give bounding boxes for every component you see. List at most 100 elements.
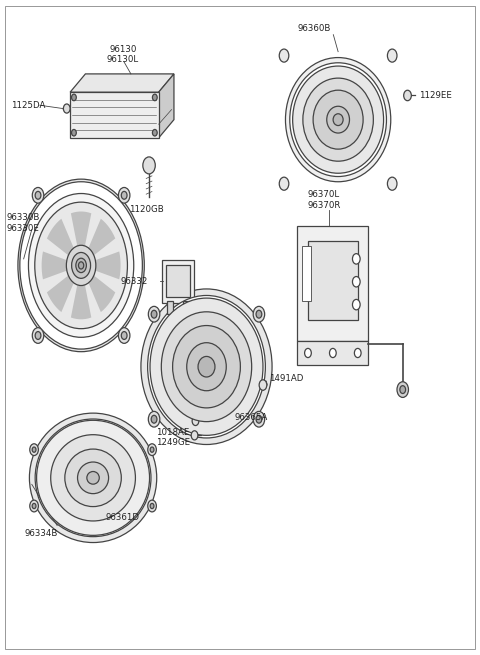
Ellipse shape xyxy=(325,141,350,152)
Circle shape xyxy=(397,382,408,398)
Ellipse shape xyxy=(141,289,272,445)
Text: 96365A: 96365A xyxy=(234,413,267,422)
Circle shape xyxy=(151,310,157,318)
Text: 96360B: 96360B xyxy=(298,24,331,33)
Text: 1129EE: 1129EE xyxy=(420,91,452,100)
Circle shape xyxy=(153,94,157,101)
Circle shape xyxy=(119,187,130,203)
Text: 96334B: 96334B xyxy=(24,529,58,538)
Polygon shape xyxy=(42,252,68,280)
Polygon shape xyxy=(70,74,174,92)
Ellipse shape xyxy=(198,356,215,377)
Circle shape xyxy=(72,130,76,136)
Text: 1120GB: 1120GB xyxy=(129,206,164,214)
Circle shape xyxy=(32,447,36,452)
Circle shape xyxy=(192,417,199,426)
Text: 1125DA: 1125DA xyxy=(11,101,46,110)
Polygon shape xyxy=(94,252,120,280)
Bar xyxy=(302,246,311,301)
Text: 1491AD: 1491AD xyxy=(269,374,303,383)
Polygon shape xyxy=(158,74,174,138)
Text: 96330B
96330E: 96330B 96330E xyxy=(6,214,40,233)
Circle shape xyxy=(404,90,411,101)
Ellipse shape xyxy=(29,413,157,542)
Text: 96130
96130L: 96130 96130L xyxy=(107,45,139,64)
Circle shape xyxy=(148,307,160,322)
Circle shape xyxy=(256,310,262,318)
Ellipse shape xyxy=(313,90,363,149)
Circle shape xyxy=(66,245,96,286)
Circle shape xyxy=(150,447,154,452)
Polygon shape xyxy=(88,219,115,256)
Text: 96332: 96332 xyxy=(120,277,148,286)
Circle shape xyxy=(143,157,156,174)
Circle shape xyxy=(28,193,134,337)
Ellipse shape xyxy=(327,106,349,133)
Circle shape xyxy=(191,431,198,440)
Circle shape xyxy=(259,380,267,390)
Circle shape xyxy=(148,444,156,455)
Ellipse shape xyxy=(78,462,108,494)
Circle shape xyxy=(18,179,144,352)
Bar xyxy=(298,226,368,341)
Circle shape xyxy=(329,348,336,358)
Text: 96370L
96370R: 96370L 96370R xyxy=(307,191,340,210)
Ellipse shape xyxy=(333,114,343,126)
Ellipse shape xyxy=(173,326,240,408)
Bar xyxy=(70,92,158,138)
Circle shape xyxy=(121,331,127,339)
Ellipse shape xyxy=(65,449,121,506)
Ellipse shape xyxy=(150,298,263,436)
Bar xyxy=(166,265,190,297)
Circle shape xyxy=(32,187,44,203)
Circle shape xyxy=(32,328,44,343)
Circle shape xyxy=(387,49,397,62)
Polygon shape xyxy=(47,219,74,256)
Bar xyxy=(308,241,358,320)
Ellipse shape xyxy=(35,419,151,536)
Bar xyxy=(298,341,368,365)
Circle shape xyxy=(150,504,154,509)
Circle shape xyxy=(305,348,312,358)
Polygon shape xyxy=(71,212,91,248)
Circle shape xyxy=(121,191,127,199)
Circle shape xyxy=(148,500,156,512)
Text: 96361D: 96361D xyxy=(105,513,139,521)
Circle shape xyxy=(253,307,264,322)
Circle shape xyxy=(32,504,36,509)
Circle shape xyxy=(253,411,264,427)
Ellipse shape xyxy=(286,58,391,181)
Circle shape xyxy=(35,202,127,329)
Circle shape xyxy=(35,191,41,199)
Circle shape xyxy=(35,331,41,339)
Circle shape xyxy=(76,258,86,272)
Text: 1018AE
1249GE: 1018AE 1249GE xyxy=(156,428,190,447)
Circle shape xyxy=(352,299,360,310)
Circle shape xyxy=(119,328,130,343)
Polygon shape xyxy=(71,283,91,319)
Circle shape xyxy=(279,177,289,190)
Circle shape xyxy=(20,181,143,349)
Circle shape xyxy=(352,253,360,264)
Circle shape xyxy=(387,177,397,190)
Polygon shape xyxy=(88,274,115,312)
Circle shape xyxy=(352,276,360,287)
Circle shape xyxy=(279,49,289,62)
Bar xyxy=(162,260,193,303)
Ellipse shape xyxy=(290,63,386,176)
Circle shape xyxy=(400,386,406,394)
Circle shape xyxy=(72,94,76,101)
Circle shape xyxy=(72,252,91,278)
Circle shape xyxy=(151,415,157,423)
Ellipse shape xyxy=(36,421,150,535)
Ellipse shape xyxy=(51,435,135,521)
Circle shape xyxy=(63,104,70,113)
Ellipse shape xyxy=(161,312,252,422)
Bar xyxy=(167,301,173,314)
Ellipse shape xyxy=(303,78,373,161)
Ellipse shape xyxy=(187,343,226,391)
Circle shape xyxy=(153,130,157,136)
Circle shape xyxy=(354,348,361,358)
Ellipse shape xyxy=(190,309,224,329)
Ellipse shape xyxy=(293,66,384,174)
